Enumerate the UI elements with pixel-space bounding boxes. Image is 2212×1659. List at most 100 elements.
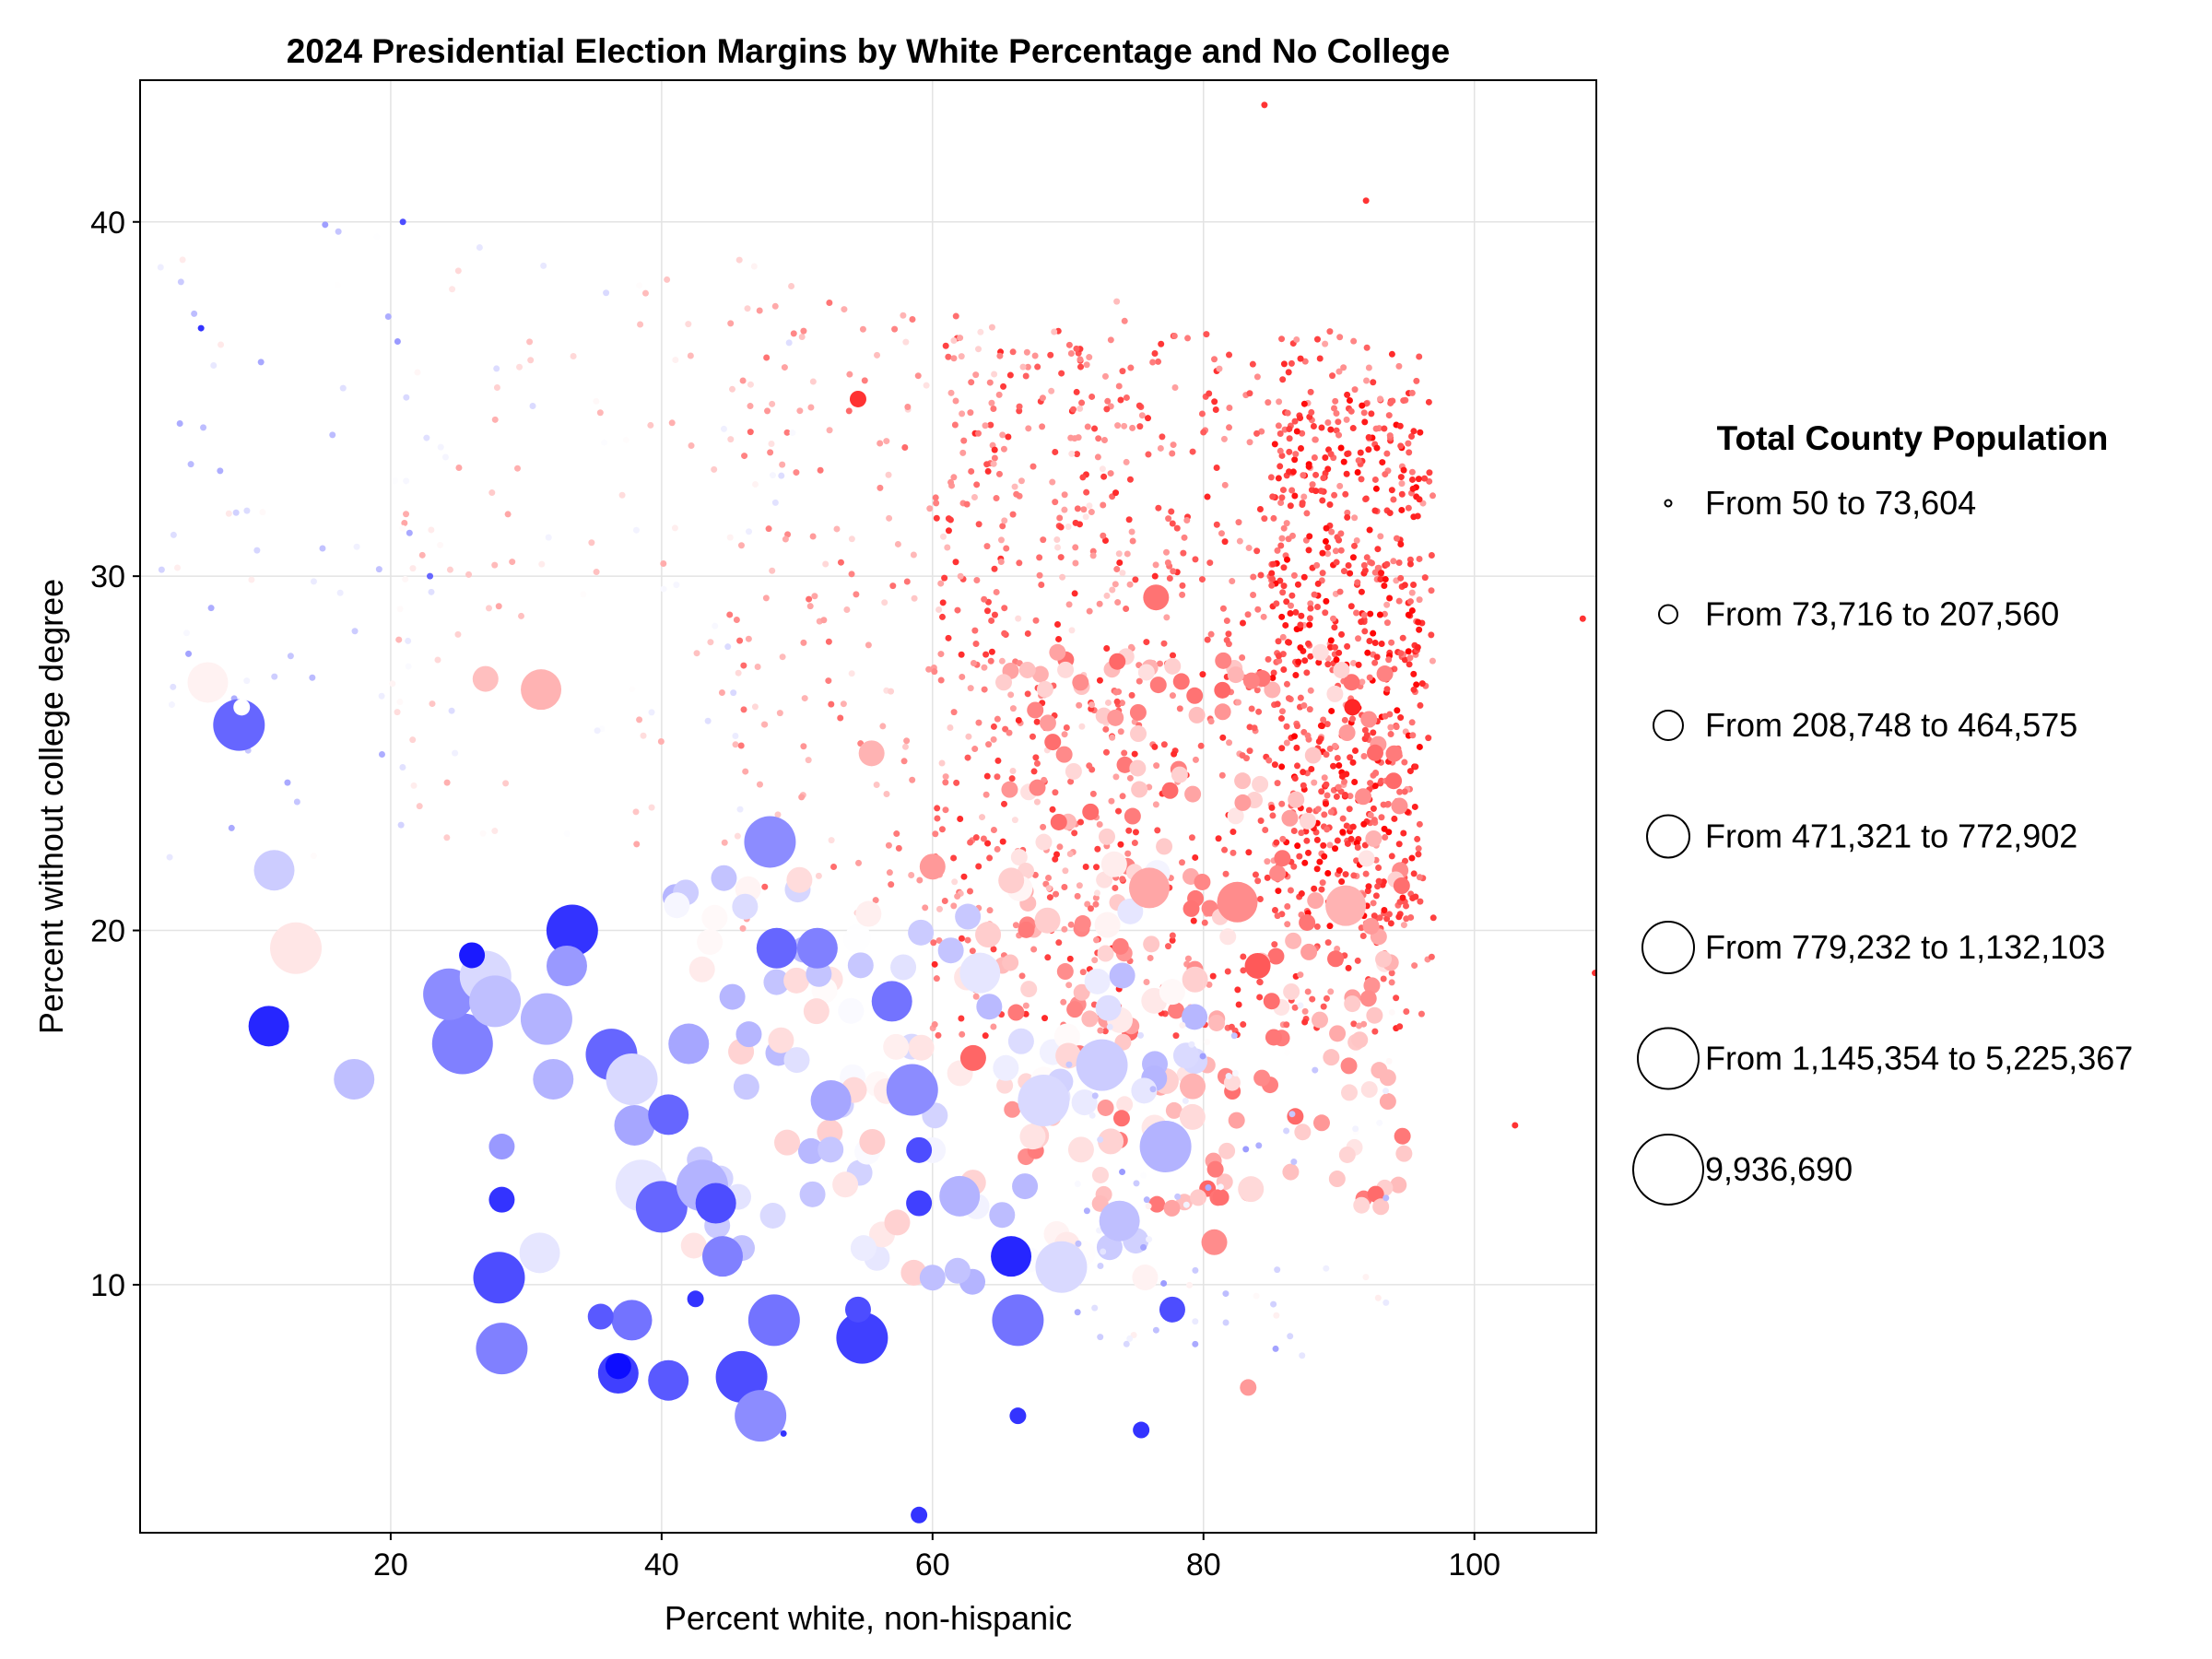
data-point	[1002, 954, 1019, 971]
data-point	[1425, 398, 1432, 406]
data-point	[1287, 1108, 1304, 1125]
data-point	[1388, 350, 1395, 358]
data-point	[1322, 340, 1329, 347]
data-point	[1228, 1023, 1235, 1030]
data-point	[1074, 892, 1081, 900]
data-point	[1112, 489, 1120, 497]
data-point	[1079, 969, 1087, 976]
data-point	[1143, 978, 1150, 985]
data-point	[1126, 1335, 1134, 1342]
data-point	[975, 922, 1002, 948]
data-point	[1227, 807, 1244, 825]
data-point	[1009, 1407, 1027, 1425]
data-point	[841, 306, 848, 313]
data-point	[1012, 922, 1019, 929]
data-point	[1125, 827, 1133, 834]
data-point	[1355, 661, 1362, 668]
data-point	[1363, 554, 1371, 561]
data-point	[1049, 806, 1056, 813]
data-point	[648, 1094, 689, 1135]
data-point	[1349, 715, 1357, 723]
data-point	[187, 662, 229, 703]
data-point	[1293, 428, 1300, 435]
data-point	[871, 981, 912, 1022]
data-point	[1023, 348, 1030, 356]
data-point	[902, 338, 910, 346]
data-point	[688, 956, 715, 982]
data-point	[1361, 567, 1369, 574]
data-point	[1053, 851, 1061, 858]
data-point	[1409, 485, 1417, 492]
data-point	[1293, 335, 1300, 343]
data-point	[414, 369, 421, 376]
data-point	[1367, 610, 1374, 618]
data-point	[729, 385, 736, 393]
data-point	[1347, 754, 1354, 761]
data-point	[1154, 827, 1161, 834]
data-point	[373, 233, 381, 241]
data-point	[769, 400, 776, 407]
data-point	[1158, 340, 1165, 347]
data-point	[1157, 444, 1164, 452]
data-point	[809, 533, 817, 540]
data-point	[969, 947, 976, 955]
data-point	[1408, 468, 1416, 476]
data-point	[1355, 635, 1362, 642]
data-point	[1387, 731, 1394, 738]
data-point	[287, 653, 294, 660]
data-point	[1065, 601, 1073, 608]
data-point	[1131, 1077, 1158, 1104]
data-point	[1060, 998, 1067, 1006]
data-point	[1068, 627, 1076, 634]
data-point	[1100, 501, 1107, 509]
data-point	[848, 535, 855, 543]
data-point	[1285, 695, 1292, 702]
data-point	[1352, 1125, 1359, 1133]
data-point	[1324, 661, 1332, 668]
x-tick-label: 60	[915, 1547, 950, 1583]
data-point	[1007, 1028, 1034, 1054]
data-point	[538, 560, 546, 568]
data-point	[1384, 800, 1392, 807]
data-point	[1380, 975, 1387, 982]
data-point	[959, 673, 966, 680]
data-point	[1354, 579, 1361, 586]
data-point	[1125, 516, 1133, 524]
data-point	[1333, 793, 1340, 800]
data-point	[1192, 1318, 1199, 1325]
data-point	[769, 472, 776, 479]
data-point	[493, 365, 500, 372]
data-point	[1217, 1183, 1224, 1191]
data-point	[293, 798, 300, 806]
data-point	[1203, 331, 1210, 338]
data-point	[1155, 358, 1162, 365]
data-point	[1149, 1086, 1157, 1093]
data-point	[603, 289, 610, 297]
data-point	[403, 394, 410, 401]
data-point	[1072, 559, 1079, 567]
data-point	[1416, 874, 1423, 881]
data-point	[944, 544, 951, 551]
data-point	[976, 994, 1003, 1020]
data-point	[1180, 1073, 1206, 1100]
data-point	[491, 828, 499, 835]
data-point	[1316, 355, 1324, 362]
data-point	[726, 534, 734, 541]
data-point	[1097, 1135, 1104, 1143]
data-point	[988, 399, 995, 406]
data-point	[1351, 542, 1359, 549]
data-point	[1307, 687, 1314, 694]
data-point	[1099, 465, 1106, 473]
data-point	[1417, 429, 1424, 436]
data-point	[1285, 932, 1302, 949]
data-point	[1049, 478, 1056, 486]
data-point	[959, 1044, 986, 1071]
data-point	[1127, 643, 1135, 651]
data-point	[1314, 580, 1322, 587]
data-point	[1343, 416, 1350, 423]
data-point	[1119, 1169, 1126, 1176]
data-point	[1039, 714, 1056, 732]
data-point	[1033, 718, 1041, 725]
data-point	[1116, 756, 1134, 773]
data-point	[1012, 1173, 1039, 1200]
